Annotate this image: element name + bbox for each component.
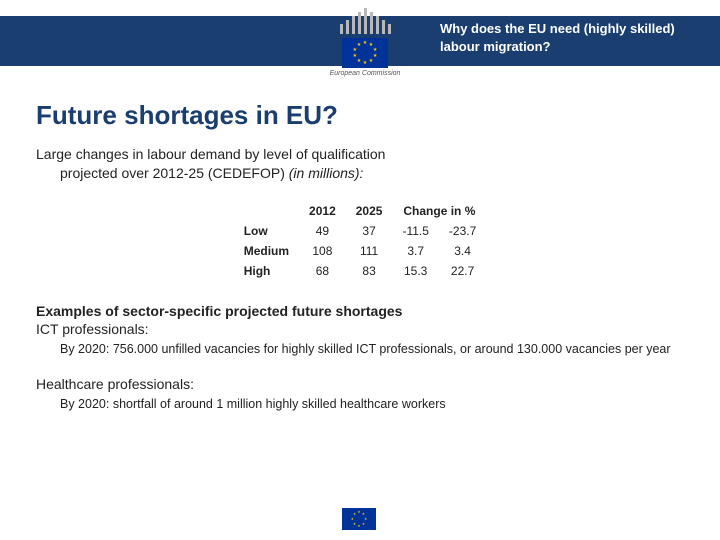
ec-logo: ★ ★ ★ ★ ★ ★ ★ ★ ★ ★ ★ European Commissio… bbox=[320, 4, 410, 92]
intro-text: Large changes in labour demand by level … bbox=[36, 145, 684, 183]
row-label: High bbox=[234, 261, 299, 281]
health-body: By 2020: shortfall of around 1 million h… bbox=[36, 396, 684, 413]
slide-content: Future shortages in EU? Large changes in… bbox=[36, 100, 684, 431]
row-label: Medium bbox=[234, 241, 299, 261]
cell: 83 bbox=[346, 261, 393, 281]
table-row: Medium 108 111 3.7 3.4 bbox=[234, 241, 487, 261]
header-title: Why does the EU need (highly skilled) la… bbox=[440, 20, 700, 56]
row-label: Low bbox=[234, 221, 299, 241]
ict-heading: ICT professionals: bbox=[36, 321, 684, 337]
eu-flag-icon: ★ ★ ★ ★ ★ ★ ★ ★ ★ ★ ★ bbox=[342, 38, 388, 68]
logo-columns-icon bbox=[340, 6, 391, 34]
ict-body: By 2020: 756.000 unfilled vacancies for … bbox=[36, 341, 684, 358]
health-heading: Healthcare professionals: bbox=[36, 376, 684, 392]
cell: 68 bbox=[299, 261, 346, 281]
slide-title: Future shortages in EU? bbox=[36, 100, 684, 131]
shortages-table: 2012 2025 Change in % Low 49 37 -11.5 -2… bbox=[234, 201, 487, 281]
intro-line2b: (in millions): bbox=[289, 165, 364, 181]
cell: 22.7 bbox=[439, 261, 486, 281]
cell: 37 bbox=[346, 221, 393, 241]
cell: 15.3 bbox=[392, 261, 438, 281]
table-row: Low 49 37 -11.5 -23.7 bbox=[234, 221, 487, 241]
intro-line1: Large changes in labour demand by level … bbox=[36, 146, 385, 162]
examples-heading: Examples of sector-specific projected fu… bbox=[36, 303, 684, 319]
intro-line2a: projected over 2012-25 (CEDEFOP) bbox=[60, 165, 289, 181]
cell: 111 bbox=[346, 241, 393, 261]
table-header-row: 2012 2025 Change in % bbox=[234, 201, 487, 221]
col-2025: 2025 bbox=[346, 201, 393, 221]
cell: 108 bbox=[299, 241, 346, 261]
col-change: Change in % bbox=[392, 201, 486, 221]
footer-eu-flag-icon: ★ ★ ★ ★ ★ ★ ★ ★ bbox=[342, 508, 376, 530]
cell: -11.5 bbox=[392, 221, 438, 241]
cell: -23.7 bbox=[439, 221, 486, 241]
cell: 3.4 bbox=[439, 241, 486, 261]
col-2012: 2012 bbox=[299, 201, 346, 221]
logo-caption: European Commission bbox=[330, 70, 401, 78]
table-row: High 68 83 15.3 22.7 bbox=[234, 261, 487, 281]
cell: 49 bbox=[299, 221, 346, 241]
cell: 3.7 bbox=[392, 241, 438, 261]
